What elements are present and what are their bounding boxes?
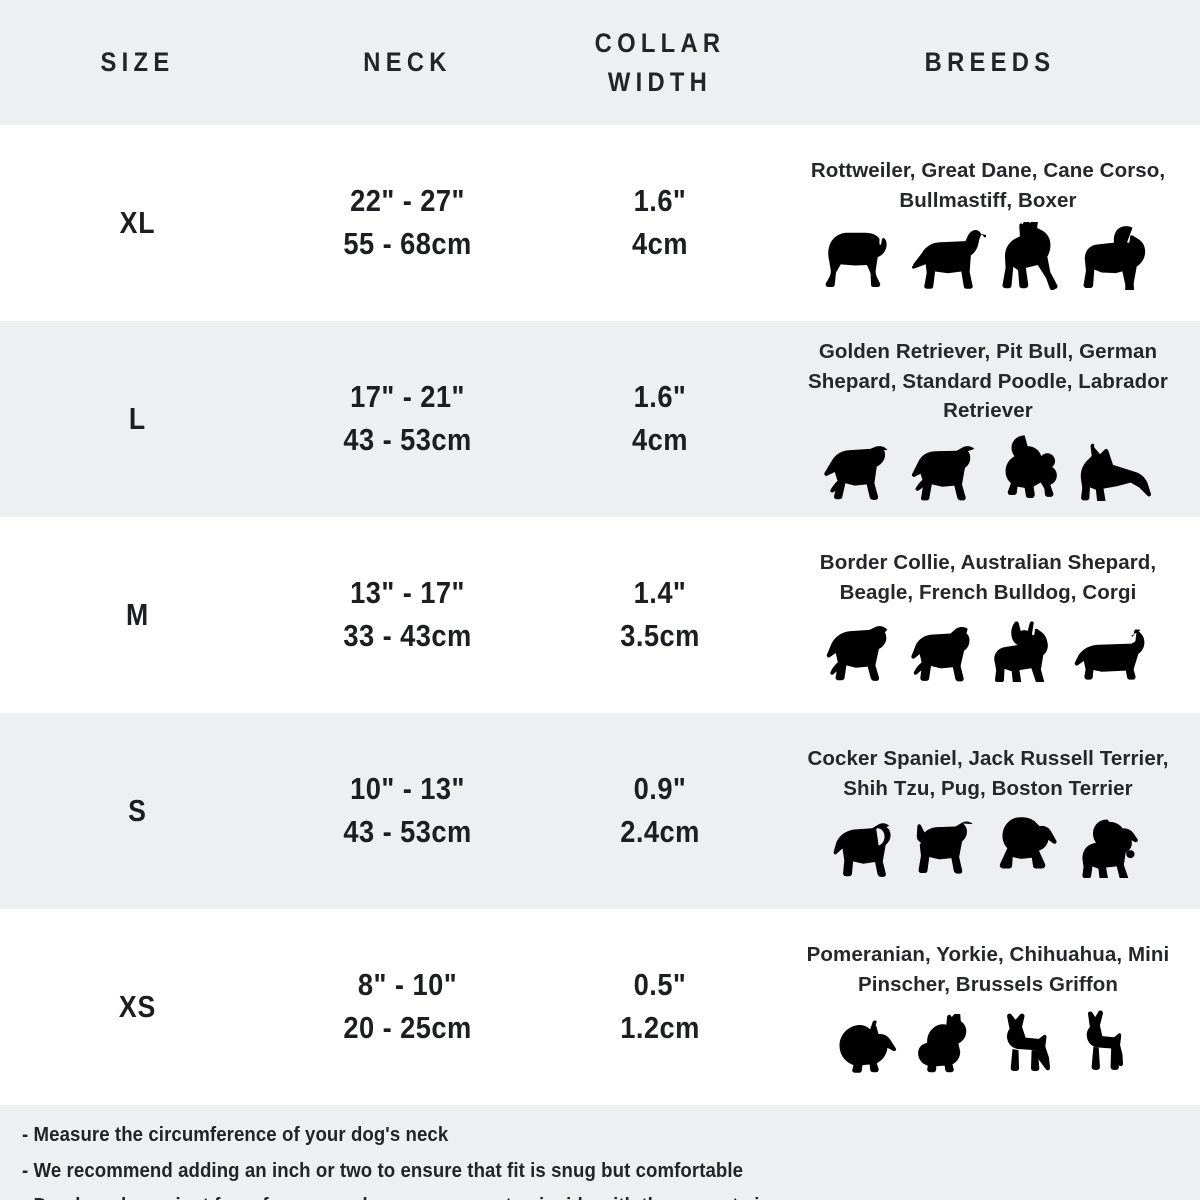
- breeds-list: Cocker Spaniel, Jack Russell Terrier, Sh…: [807, 746, 1169, 800]
- neck-cm: 43 - 53cm: [343, 814, 472, 849]
- collar-inches: 0.5": [633, 967, 687, 1003]
- neck-inches: 22" - 27": [350, 183, 465, 219]
- collar-cm: 1.2cm: [620, 1010, 700, 1045]
- jack-russell-icon: [916, 821, 973, 874]
- breeds-list: Golden Retriever, Pit Bull, German Shepa…: [808, 339, 1168, 423]
- table-row: M 13" - 17" 33 - 43cm 1.4" 3.5cm Border …: [0, 517, 1200, 713]
- breed-silhouettes: [832, 812, 1144, 879]
- breeds-cell: Pomeranian, Yorkie, Chihuahua, Mini Pins…: [780, 909, 1200, 1105]
- neck-cm: 33 - 43cm: [343, 618, 472, 653]
- breeds-cell: Cocker Spaniel, Jack Russell Terrier, Sh…: [780, 713, 1200, 909]
- note-measure: - Measure the circumference of your dog'…: [22, 1124, 449, 1146]
- collar-width-measurement: 1.6" 4cm: [554, 376, 765, 462]
- poodle-icon: [1005, 435, 1057, 499]
- neck-cm: 20 - 25cm: [343, 1010, 472, 1045]
- table-header-row: SIZE NECK COLLAR WIDTH BREEDS: [0, 0, 1200, 125]
- neck-inches: 13" - 17": [350, 575, 465, 611]
- rottweiler-icon: [825, 232, 887, 288]
- yorkie-icon: [918, 1014, 967, 1073]
- neck-cm: 43 - 53cm: [343, 422, 472, 457]
- golden-retriever-icon: [824, 446, 888, 500]
- german-shepherd-icon: [1080, 443, 1151, 502]
- collar-width-measurement: 0.5" 1.2cm: [554, 964, 765, 1050]
- footer-notes: - Measure the circumference of your dog'…: [0, 1105, 1200, 1200]
- column-header-neck: NECK: [363, 47, 452, 78]
- note-recommend: - We recommend adding an inch or two to …: [22, 1159, 744, 1182]
- size-label: S: [128, 793, 147, 828]
- beagle-icon: [911, 627, 970, 682]
- corgi-icon: [1074, 629, 1145, 680]
- column-header-size: SIZE: [100, 47, 175, 78]
- collar-cm: 4cm: [632, 226, 688, 261]
- bullmastiff-icon: [1083, 226, 1146, 291]
- breed-silhouettes: [825, 616, 1151, 683]
- collar-cm: 2.4cm: [620, 814, 700, 849]
- breeds-list: Rottweiler, Great Dane, Cane Corso, Bull…: [810, 158, 1166, 212]
- collar-cm: 3.5cm: [620, 618, 700, 653]
- neck-measurement: 8" - 10" 20 - 25cm: [291, 964, 524, 1050]
- note-reference: - Dog breeds are just for reference and …: [22, 1189, 1118, 1200]
- size-label: XL: [119, 205, 156, 240]
- column-header-breeds: BREEDS: [924, 47, 1056, 78]
- breeds-list: Pomeranian, Yorkie, Chihuahua, Mini Pins…: [806, 942, 1170, 996]
- collar-inches: 1.6": [633, 183, 687, 219]
- neck-inches: 17" - 21": [350, 379, 465, 415]
- neck-inches: 10" - 13": [350, 771, 465, 807]
- collar-width-measurement: 0.9" 2.4cm: [554, 768, 765, 854]
- cocker-spaniel-icon: [833, 823, 891, 878]
- collar-inches: 1.6": [633, 379, 687, 415]
- collar-inches: 0.9": [633, 771, 687, 807]
- labrador-icon: [911, 446, 975, 501]
- chihuahua-icon: [1006, 1013, 1051, 1072]
- table-row: XS 8" - 10" 20 - 25cm 0.5" 1.2cm Pomeran…: [0, 909, 1200, 1105]
- neck-cm: 55 - 68cm: [343, 226, 472, 261]
- neck-measurement: 10" - 13" 43 - 53cm: [291, 768, 524, 854]
- breed-silhouettes: [822, 435, 1154, 502]
- breeds-cell: Border Collie, Australian Shepard, Beagl…: [780, 517, 1200, 713]
- neck-measurement: 22" - 27" 55 - 68cm: [291, 180, 524, 266]
- pug-icon: [1082, 819, 1138, 879]
- french-bulldog-icon: [994, 621, 1048, 683]
- breeds-cell: Golden Retriever, Pit Bull, German Shepa…: [780, 321, 1200, 517]
- column-header-collar-width: COLLAR WIDTH: [594, 28, 726, 97]
- table-row: L 17" - 21" 43 - 53cm 1.6" 4cm Golden Re…: [0, 321, 1200, 517]
- min-pin-icon: [1086, 1010, 1124, 1071]
- great-dane-icon: [911, 230, 986, 290]
- collar-cm: 4cm: [632, 422, 688, 457]
- collar-inches: 1.4": [633, 575, 687, 611]
- breed-silhouettes: [835, 1008, 1141, 1074]
- size-label: M: [125, 597, 150, 632]
- table-row: XL 22" - 27" 55 - 68cm 1.6" 4cm Rottweil…: [0, 125, 1200, 321]
- size-label: XS: [118, 989, 157, 1024]
- neck-inches: 8" - 10": [357, 967, 458, 1003]
- collar-width-measurement: 1.6" 4cm: [554, 180, 765, 266]
- size-label: L: [128, 401, 147, 436]
- breeds-list: Border Collie, Australian Shepard, Beagl…: [819, 550, 1157, 604]
- collar-width-measurement: 1.4" 3.5cm: [554, 572, 765, 658]
- shih-tzu-icon: [999, 817, 1057, 869]
- doberman-icon: [1002, 222, 1058, 291]
- breed-silhouettes: [822, 222, 1154, 291]
- neck-measurement: 17" - 21" 43 - 53cm: [291, 376, 524, 462]
- pomeranian-icon: [839, 1020, 897, 1074]
- breeds-cell: Rottweiler, Great Dane, Cane Corso, Bull…: [780, 125, 1200, 321]
- border-collie-icon: [826, 626, 888, 682]
- table-row: S 10" - 13" 43 - 53cm 0.9" 2.4cm Cocker …: [0, 713, 1200, 909]
- neck-measurement: 13" - 17" 33 - 43cm: [291, 572, 524, 658]
